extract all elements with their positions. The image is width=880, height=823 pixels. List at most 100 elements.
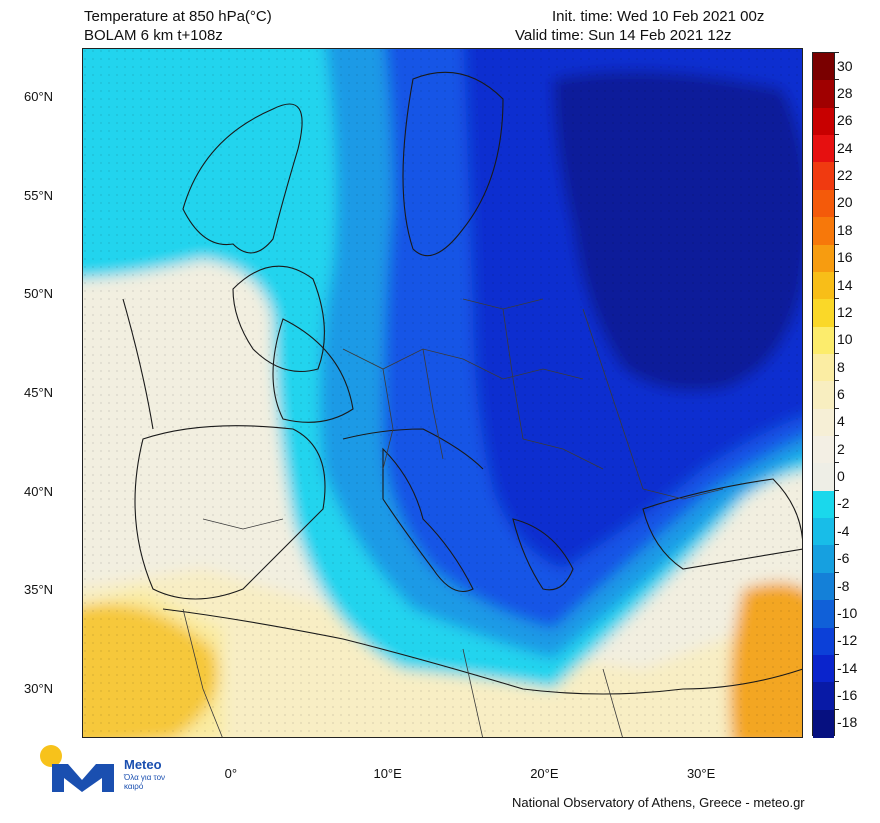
legend-tick [835, 243, 839, 245]
legend-swatch [813, 107, 834, 136]
legend-tick [835, 134, 839, 136]
legend-label: -16 [837, 686, 858, 703]
legend-label: -10 [837, 604, 858, 621]
legend-label: 30 [837, 57, 853, 74]
color-legend-bar [812, 52, 835, 738]
legend-tick [835, 708, 839, 710]
coastline [232, 265, 325, 373]
legend-swatch [813, 326, 834, 355]
legend-swatch [813, 80, 834, 109]
legend-label: 14 [837, 276, 853, 293]
legend-label: 22 [837, 167, 853, 184]
legend-swatch [813, 53, 834, 81]
border-line [462, 648, 483, 737]
legend-label: 6 [837, 386, 845, 402]
legend-label: 10 [837, 331, 853, 348]
border-line [182, 608, 223, 737]
legend-swatch [813, 381, 834, 410]
coastlines [122, 71, 802, 695]
legend-swatch [813, 627, 834, 656]
legend-tick [835, 298, 839, 300]
coastline [182, 103, 303, 254]
lat-label: 60°N [24, 89, 54, 105]
coastline [382, 447, 474, 593]
legend-swatch [813, 600, 834, 629]
country-borders [182, 298, 724, 737]
logo-tagline: Όλα για τον καιρό [124, 773, 166, 791]
legend-tick [835, 352, 839, 354]
lon-label: 30°E [686, 766, 716, 781]
grid-value-dots [83, 49, 802, 737]
border-line [602, 668, 623, 737]
legend-tick [835, 106, 839, 108]
legend-tick [835, 626, 839, 628]
legend-label: 18 [837, 221, 853, 238]
lat-label: 50°N [24, 286, 54, 302]
border-line [202, 518, 284, 530]
legend-label: 2 [837, 440, 845, 457]
legend-label: -12 [837, 632, 858, 649]
legend-label: 0 [837, 468, 845, 485]
legend-swatch [813, 463, 834, 492]
legend-tick [835, 544, 839, 546]
border-line [382, 368, 394, 470]
valid-time: Valid time: Sun 14 Feb 2021 12z [515, 27, 732, 44]
coastline [272, 318, 354, 423]
legend-tick [835, 325, 839, 327]
border-line [522, 438, 604, 470]
lat-label: 40°N [24, 483, 54, 499]
legend-swatch [813, 217, 834, 246]
legend-tick [835, 489, 839, 491]
map-title: Temperature at 850 hPa(°C) [84, 8, 272, 25]
legend-label: 20 [837, 194, 853, 211]
border-line [462, 358, 584, 380]
legend-tick [835, 380, 839, 382]
model-run-label: BOLAM 6 km t+108z [84, 27, 223, 44]
legend-label: 28 [837, 85, 853, 102]
legend-tick [835, 435, 839, 437]
legend-tick [835, 161, 839, 163]
coastline [342, 428, 484, 470]
legend-swatch [813, 682, 834, 711]
legend-swatch [813, 408, 834, 437]
logo-brand: Meteo [124, 757, 162, 772]
coastline [642, 478, 802, 570]
legend-label: -6 [837, 550, 850, 567]
legend-swatch [813, 244, 834, 273]
lon-label: 0° [224, 766, 238, 781]
legend-swatch [813, 545, 834, 574]
legend-label: -4 [837, 522, 850, 539]
legend-swatch [813, 299, 834, 328]
lat-label: 35°N [24, 582, 54, 598]
legend-swatch [813, 709, 834, 738]
border-line [422, 348, 444, 460]
temperature-map [82, 48, 803, 738]
legend-swatch [813, 490, 834, 519]
legend-label: 12 [837, 303, 853, 320]
legend-tick [835, 599, 839, 601]
coastline [402, 71, 504, 257]
lat-label: 30°N [24, 680, 54, 696]
legend-tick [835, 270, 839, 272]
legend-label: 4 [837, 413, 845, 430]
coastline [134, 425, 326, 600]
legend-tick [835, 571, 839, 573]
legend-swatch [813, 135, 834, 164]
coastline [162, 608, 802, 695]
legend-tick [835, 188, 839, 190]
init-time: Init. time: Wed 10 Feb 2021 00z [552, 8, 765, 25]
legend-swatch [813, 518, 834, 547]
coastline [512, 518, 574, 591]
legend-tick [835, 216, 839, 218]
legend-swatch [813, 353, 834, 382]
border-line [642, 488, 724, 500]
meteo-logo [40, 745, 114, 792]
legend-swatch [813, 271, 834, 300]
border-line [502, 308, 524, 440]
border-line [582, 308, 644, 490]
legend-swatch [813, 436, 834, 464]
legend-label: 16 [837, 249, 853, 266]
legend-tick [835, 681, 839, 683]
legend-label: -18 [837, 714, 858, 731]
legend-label: 24 [837, 139, 853, 156]
